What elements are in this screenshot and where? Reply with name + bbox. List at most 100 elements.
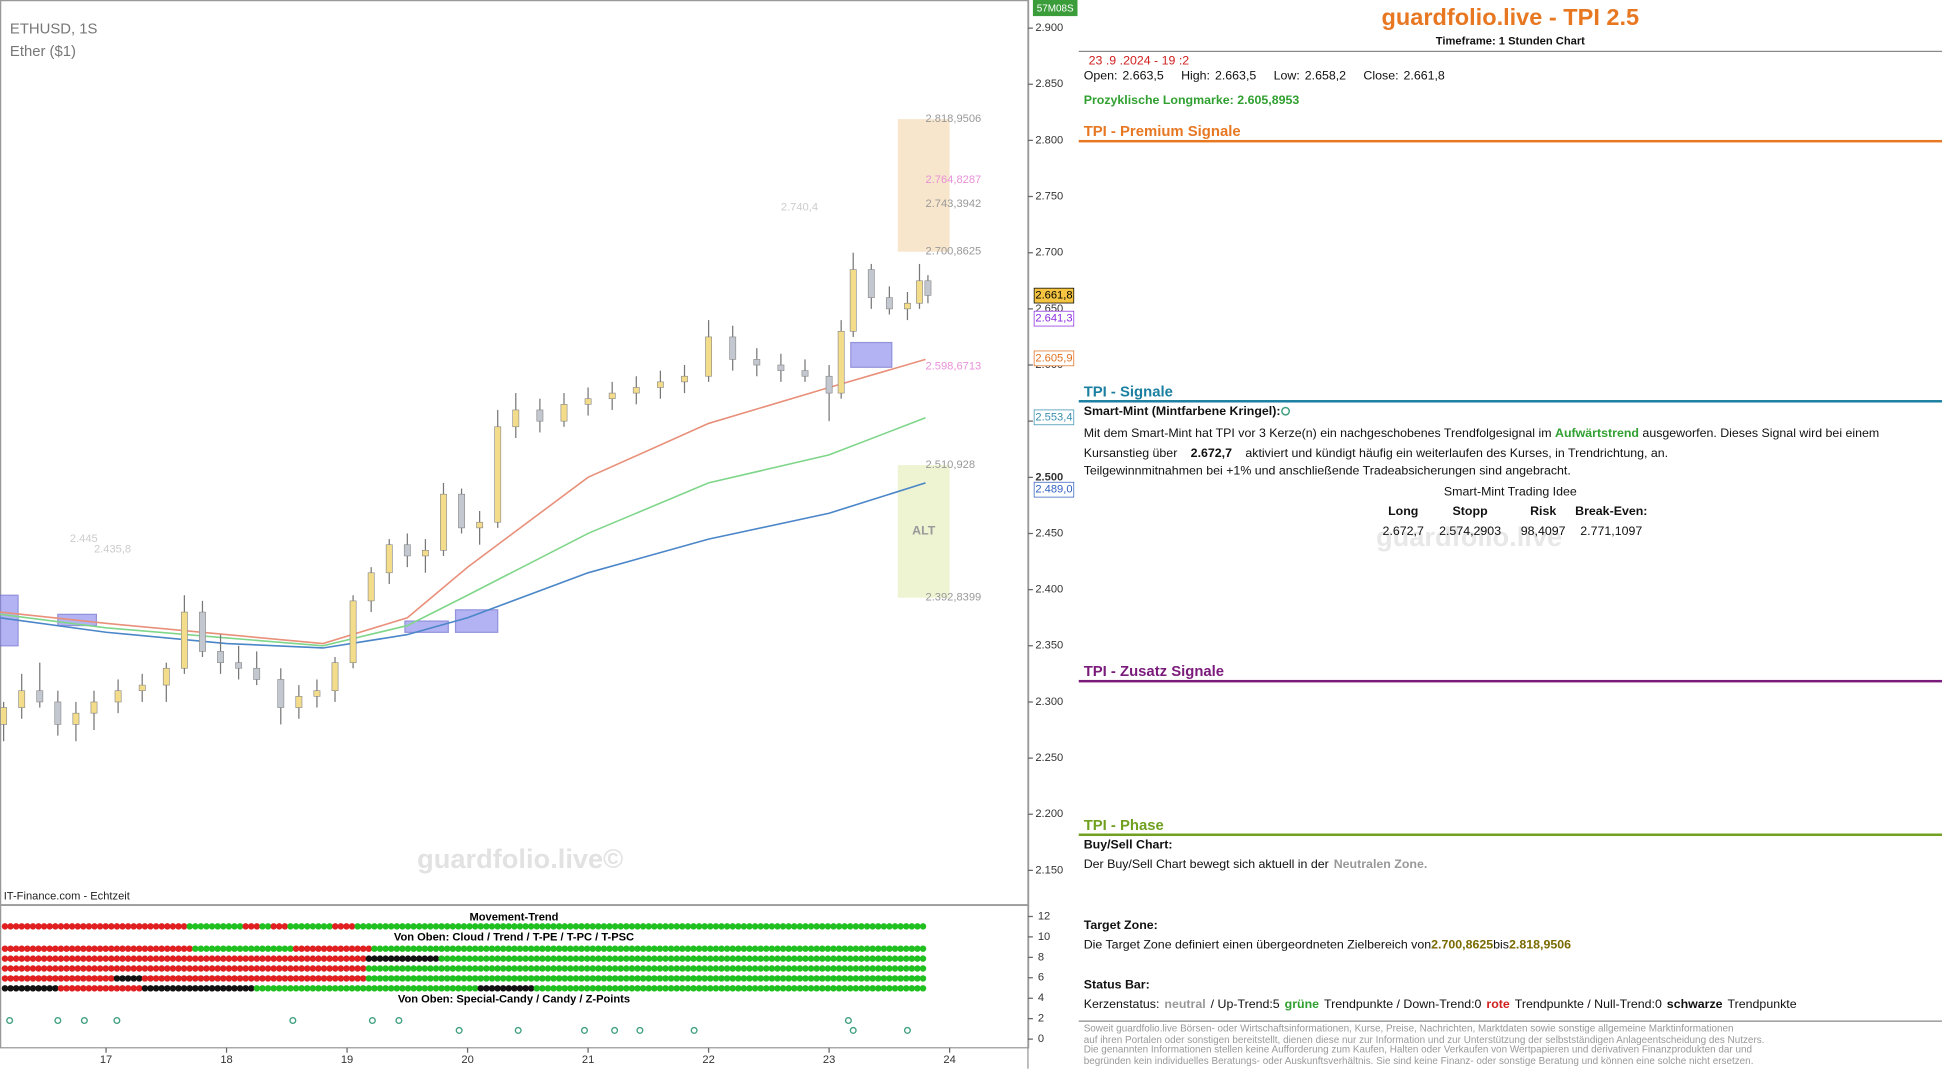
trend-dot [57, 945, 65, 952]
trend-dot [880, 923, 888, 930]
trend-dot [192, 923, 199, 930]
trend-dot [242, 975, 249, 982]
y-tick-label: 2.450 [1035, 527, 1063, 539]
candle-body [235, 662, 243, 669]
trend-dot [287, 945, 294, 952]
trend-dot [220, 965, 227, 972]
line: begründen kein individuelles Beratungs- … [1083, 1054, 1754, 1066]
trend-dot [108, 965, 115, 972]
trend-dot [863, 955, 871, 962]
trend-dot [376, 955, 384, 962]
trend-dot [24, 965, 31, 972]
trend-dot [555, 975, 563, 982]
trend-dot [365, 965, 373, 972]
trend-dot [757, 975, 764, 982]
trend-dot [371, 985, 378, 992]
trend-dot [819, 923, 826, 930]
trend-dot [662, 965, 669, 972]
trend-dot [690, 985, 697, 992]
trend-dot [919, 923, 927, 930]
candle-body [849, 269, 857, 332]
trend-dot [835, 975, 843, 982]
level-label: 2.764,8287 [926, 174, 982, 186]
trend-dot [63, 985, 70, 992]
trend-dot [320, 975, 328, 982]
ohlc-label: Open: [1083, 69, 1118, 83]
trend-dot [847, 955, 854, 962]
trend-dot [667, 985, 675, 992]
trend-dot [186, 923, 193, 930]
trend-dot [611, 923, 619, 930]
trend-dot [186, 975, 193, 982]
trend-dot [802, 965, 809, 972]
trend-dot [332, 985, 339, 992]
trend-dot [29, 955, 37, 962]
trend-dot [348, 985, 356, 992]
trend-dot [589, 923, 596, 930]
info-panel: guardfolio.live - TPI 2.5 Timeframe: 1 S… [1078, 0, 1942, 1069]
dot-run [354, 923, 927, 930]
trend-dot [830, 985, 837, 992]
trend-dot [718, 923, 725, 930]
trend-dot [539, 985, 546, 992]
candle-body [367, 572, 375, 602]
candle-body [440, 493, 447, 551]
trend-dot [320, 955, 328, 962]
trend-dot [141, 965, 149, 972]
trend-dot [662, 923, 669, 930]
trend-dot [96, 965, 104, 972]
trend-dot [527, 965, 535, 972]
trend-dot [746, 945, 753, 952]
trend-dot [729, 975, 736, 982]
trend-dot [723, 985, 731, 992]
section-header: TPI - Phase [1078, 816, 1942, 836]
trend-dot [443, 985, 451, 992]
idea-head: Stopp [1452, 505, 1488, 519]
trend-dot [477, 975, 485, 982]
trend-dot [24, 955, 31, 962]
trend-dot [600, 975, 608, 982]
trend-dot [304, 965, 311, 972]
text: Trendpunkte / Null-Trend:0 [1514, 998, 1662, 1012]
text: ausgeworfen. Dieses Signal wird bei eine… [1083, 427, 1880, 461]
trend-dot [214, 923, 221, 930]
trend-dot [136, 965, 143, 972]
z-point [395, 1016, 403, 1025]
trend-dot [214, 955, 221, 962]
trend-dot [533, 945, 540, 952]
trend-dot [830, 965, 837, 972]
trend-dot [807, 985, 815, 992]
trend-dot [7, 985, 14, 992]
trend-dot [152, 985, 160, 992]
trend-dot [337, 985, 345, 992]
disclaimer: Soweit guardfolio.live Börsen- oder Wirt… [1084, 1024, 1765, 1066]
trend-dot [119, 965, 126, 972]
trend-dot [645, 975, 652, 982]
trend-dot [147, 975, 154, 982]
trend-dot [561, 985, 568, 992]
trend-dot [152, 965, 160, 972]
trend-dot [455, 955, 462, 962]
trend-dot [880, 945, 888, 952]
trend-dot [617, 923, 624, 930]
trend-dot [124, 975, 132, 982]
trend-dot [555, 965, 563, 972]
trend-dot [522, 975, 529, 982]
trend-dot [796, 923, 804, 930]
trend-dot [136, 923, 143, 930]
trend-dot [427, 965, 434, 972]
trend-dot [108, 975, 115, 982]
trend-dot [348, 965, 356, 972]
trend-dot [768, 985, 776, 992]
trend-dot [550, 923, 557, 930]
trend-dot [427, 975, 434, 982]
trend-dot [567, 975, 574, 982]
trend-dot [897, 955, 904, 962]
trend-dot [746, 985, 753, 992]
trend-dot [74, 923, 81, 930]
label: Status Bar: [1083, 978, 1150, 993]
trend-dot [690, 945, 697, 952]
trend-dot [623, 985, 630, 992]
trend-dot [225, 975, 233, 982]
status: Kerzenstatus: neutral / Up-Trend:5 grüne Tre… [1084, 998, 1802, 1012]
